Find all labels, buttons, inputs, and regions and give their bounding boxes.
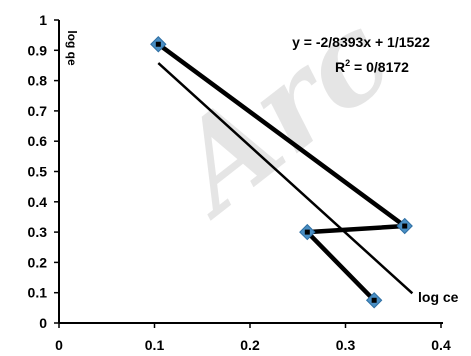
x-axis-ticks: 0 0.1 0.2 0.3 0.4 bbox=[55, 323, 451, 353]
y-tick-label: 0.8 bbox=[28, 73, 48, 89]
r-squared-label: R2 = 0/8172 bbox=[335, 58, 409, 75]
x-tick-label: 0.2 bbox=[240, 337, 260, 353]
x-tick-label: 0.4 bbox=[431, 337, 451, 353]
data-points bbox=[150, 36, 413, 309]
y-tick-label: 0.5 bbox=[28, 164, 48, 180]
series-line bbox=[156, 42, 407, 302]
data-point-center bbox=[371, 297, 377, 303]
trendline bbox=[157, 62, 414, 295]
trendline-equation: y = -2/8393x + 1/1522 bbox=[292, 34, 430, 50]
y-tick-label: 1 bbox=[39, 12, 47, 28]
data-point-center bbox=[155, 41, 161, 47]
x-tick-label: 0.3 bbox=[336, 337, 356, 353]
y-axis-label: log qe bbox=[65, 30, 79, 66]
y-tick-label: 0.9 bbox=[28, 42, 48, 58]
data-point-center bbox=[402, 223, 408, 229]
r-squared-value: = 0/8172 bbox=[350, 59, 409, 75]
y-tick-label: 0.2 bbox=[28, 254, 48, 270]
y-tick-label: 0.1 bbox=[28, 285, 48, 301]
y-tick-label: 0.7 bbox=[28, 103, 48, 119]
y-axis-ticks: 0 0.1 0.2 0.3 0.4 0.5 0.6 0.7 0.8 0.9 1 bbox=[28, 12, 59, 331]
x-tick-label: 0 bbox=[55, 337, 63, 353]
y-tick-label: 0.4 bbox=[28, 194, 48, 210]
y-tick-label: 0.3 bbox=[28, 224, 48, 240]
x-tick-label: 0.1 bbox=[145, 337, 165, 353]
y-tick-label: 0 bbox=[39, 315, 47, 331]
y-tick-label: 0.6 bbox=[28, 133, 48, 149]
x-axis-label: log ce bbox=[418, 289, 459, 305]
data-point-center bbox=[304, 229, 310, 235]
r-squared-exponent: 2 bbox=[345, 58, 350, 68]
r-squared-symbol: R bbox=[335, 59, 345, 75]
